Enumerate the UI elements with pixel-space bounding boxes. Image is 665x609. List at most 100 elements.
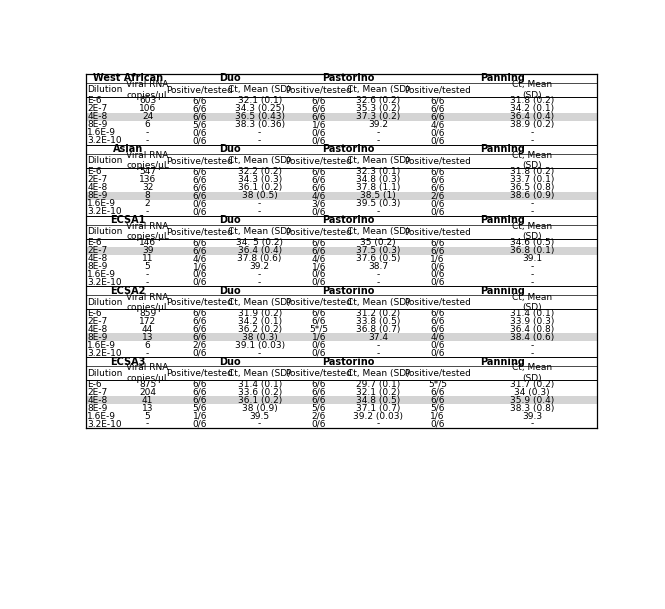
Text: 2E-7: 2E-7 <box>87 317 108 326</box>
Text: 3.2E-10: 3.2E-10 <box>87 278 122 287</box>
Text: 0/6: 0/6 <box>312 207 326 216</box>
Text: 1/6: 1/6 <box>430 254 445 263</box>
Text: -: - <box>258 420 261 429</box>
Text: 38.3 (0.8): 38.3 (0.8) <box>510 404 555 413</box>
Text: 35.3 (0.2): 35.3 (0.2) <box>356 105 400 113</box>
Text: 1/6: 1/6 <box>430 412 445 421</box>
Text: 6/6: 6/6 <box>193 96 207 105</box>
Text: 204: 204 <box>139 388 156 396</box>
Text: 547: 547 <box>139 167 156 176</box>
Text: 2E-7: 2E-7 <box>87 105 108 113</box>
Text: 0/6: 0/6 <box>430 128 445 138</box>
Text: 106: 106 <box>139 105 156 113</box>
Text: Positive/tested: Positive/tested <box>285 157 352 165</box>
Text: 0/6: 0/6 <box>430 136 445 146</box>
Text: -: - <box>531 136 534 146</box>
Text: 0/6: 0/6 <box>430 270 445 279</box>
Text: -: - <box>146 349 149 357</box>
Text: 39.1: 39.1 <box>522 254 543 263</box>
Text: E-6: E-6 <box>87 167 102 176</box>
Text: 6/6: 6/6 <box>193 175 207 185</box>
Text: 6/6: 6/6 <box>312 167 326 176</box>
Text: 34.3 (0.25): 34.3 (0.25) <box>235 105 285 113</box>
Text: Ct, Mean
(SD): Ct, Mean (SD) <box>512 293 553 312</box>
Text: 6/6: 6/6 <box>430 167 445 176</box>
Text: 5/6: 5/6 <box>312 404 326 413</box>
Text: Ct, Mean (SD): Ct, Mean (SD) <box>228 85 291 94</box>
Text: 3.2E-10: 3.2E-10 <box>87 136 122 146</box>
Text: 32.2 (0.2): 32.2 (0.2) <box>237 167 282 176</box>
Text: Pastorino: Pastorino <box>323 74 375 83</box>
Text: 1.6E-9: 1.6E-9 <box>87 270 116 279</box>
Text: 32.1 (0.1): 32.1 (0.1) <box>237 96 282 105</box>
Text: Pastorino: Pastorino <box>323 144 375 154</box>
Text: Positive/tested: Positive/tested <box>404 298 471 307</box>
Text: 0/6: 0/6 <box>312 341 326 350</box>
Text: 1/6: 1/6 <box>193 262 207 271</box>
Text: 6/6: 6/6 <box>193 113 207 121</box>
Text: 37.3 (0.2): 37.3 (0.2) <box>356 113 400 121</box>
Text: 6/6: 6/6 <box>193 396 207 404</box>
Text: 5/6: 5/6 <box>430 404 445 413</box>
Text: 0/6: 0/6 <box>430 278 445 287</box>
Text: 34 (0.3): 34 (0.3) <box>515 388 550 396</box>
Text: 31.8 (0.2): 31.8 (0.2) <box>510 167 555 176</box>
Text: 4E-8: 4E-8 <box>87 113 108 121</box>
Text: E-6: E-6 <box>87 96 102 105</box>
Text: 6/6: 6/6 <box>430 246 445 255</box>
Text: -: - <box>531 199 534 208</box>
Text: Positive/tested: Positive/tested <box>285 368 352 378</box>
Text: 38 (0.9): 38 (0.9) <box>242 404 277 413</box>
Text: Positive/tested: Positive/tested <box>404 85 471 94</box>
Text: Panning: Panning <box>480 144 525 154</box>
Text: Pastorino: Pastorino <box>323 215 375 225</box>
Text: Ct, Mean (SD): Ct, Mean (SD) <box>228 298 291 307</box>
Text: ECSA1: ECSA1 <box>110 215 146 225</box>
Text: 32.6 (0.2): 32.6 (0.2) <box>356 96 400 105</box>
Text: -: - <box>531 270 534 279</box>
Text: 6/6: 6/6 <box>430 325 445 334</box>
Text: 6/6: 6/6 <box>312 388 326 396</box>
Text: E-6: E-6 <box>87 238 102 247</box>
Text: 34.8 (0.5): 34.8 (0.5) <box>356 396 400 404</box>
Text: ECSA2: ECSA2 <box>110 286 146 296</box>
Text: 36.1 (0.2): 36.1 (0.2) <box>237 183 282 192</box>
Text: Dilution: Dilution <box>87 368 122 378</box>
Text: 4E-8: 4E-8 <box>87 325 108 334</box>
Text: 0/6: 0/6 <box>312 349 326 357</box>
Text: 38.5 (1): 38.5 (1) <box>360 191 396 200</box>
Text: -: - <box>376 420 380 429</box>
Text: Dilution: Dilution <box>87 227 122 236</box>
Text: 8E-9: 8E-9 <box>87 333 108 342</box>
Text: -: - <box>258 207 261 216</box>
Text: 37.6 (0.5): 37.6 (0.5) <box>356 254 400 263</box>
Text: Pastorino: Pastorino <box>323 357 375 367</box>
Text: 41: 41 <box>142 396 153 404</box>
Text: 6/6: 6/6 <box>193 388 207 396</box>
Text: -: - <box>146 420 149 429</box>
Text: 4/6: 4/6 <box>193 254 207 263</box>
Text: Ct, Mean
(SD): Ct, Mean (SD) <box>512 222 553 241</box>
Text: -: - <box>258 278 261 287</box>
Text: 5: 5 <box>145 412 150 421</box>
Text: 6/6: 6/6 <box>193 191 207 200</box>
Text: -: - <box>146 278 149 287</box>
Text: Viral RNA
copies/μL: Viral RNA copies/μL <box>126 293 169 312</box>
Text: 0/6: 0/6 <box>312 136 326 146</box>
Text: -: - <box>531 207 534 216</box>
Text: 6/6: 6/6 <box>430 96 445 105</box>
Text: 37.8 (1.1): 37.8 (1.1) <box>356 183 400 192</box>
Text: 34.3 (0.3): 34.3 (0.3) <box>237 175 282 185</box>
Text: 44: 44 <box>142 325 153 334</box>
Text: 6/6: 6/6 <box>312 246 326 255</box>
Text: 6/6: 6/6 <box>193 325 207 334</box>
Text: 39.2 (0.03): 39.2 (0.03) <box>353 412 403 421</box>
Text: 0/6: 0/6 <box>430 341 445 350</box>
Text: 146: 146 <box>139 238 156 247</box>
Text: -: - <box>376 270 380 279</box>
Text: 6/6: 6/6 <box>312 309 326 318</box>
Text: 37.8 (0.6): 37.8 (0.6) <box>237 254 282 263</box>
Text: 172: 172 <box>139 317 156 326</box>
Text: 0/6: 0/6 <box>193 270 207 279</box>
Text: 3/6: 3/6 <box>312 199 326 208</box>
